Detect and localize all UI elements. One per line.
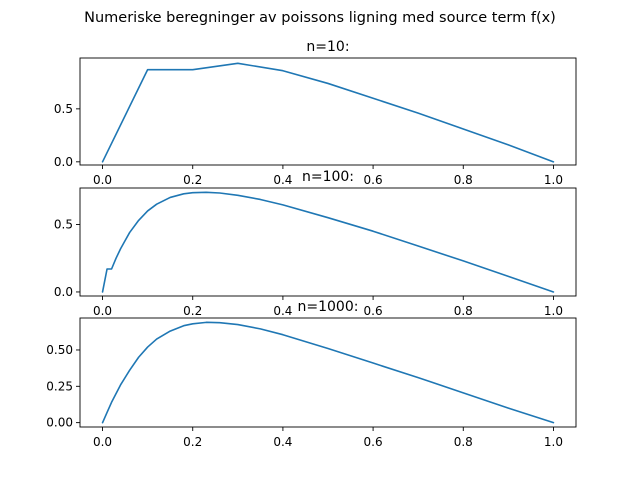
x-tick-label: 0.8 xyxy=(454,173,473,187)
x-tick-label: 0.2 xyxy=(183,173,202,187)
subplot-1: 0.0 0.2 0.4 0.6 0.8 1.0 0.0 0.5 n=10: xyxy=(54,39,577,187)
x-tick-label: 1.0 xyxy=(544,173,563,187)
y-tick-label: 0.50 xyxy=(46,343,73,357)
series-line xyxy=(101,62,555,163)
x-tick-label: 0.0 xyxy=(93,435,112,449)
y-tick-label: 0.0 xyxy=(54,155,73,169)
axes-frame xyxy=(79,187,577,297)
series-line xyxy=(101,321,555,424)
x-tick-label: 0.4 xyxy=(273,435,292,449)
x-tick-label: 0.0 xyxy=(93,304,112,318)
subplot-title: n=1000: xyxy=(298,299,359,315)
x-tick-label: 0.4 xyxy=(273,304,292,318)
subplot-3: 0.0 0.2 0.4 0.6 0.8 1.0 0.00 0.25 0.50 n=1000: xyxy=(46,299,577,449)
x-tick-label: 0.0 xyxy=(93,173,112,187)
y-tick-label: 0.0 xyxy=(54,285,73,299)
x-tick-label: 0.8 xyxy=(454,435,473,449)
x-tick-label: 0.2 xyxy=(183,304,202,318)
y-tick-label: 0.5 xyxy=(54,217,73,231)
x-tick-label: 0.6 xyxy=(364,435,383,449)
x-tick-label: 0.8 xyxy=(454,304,473,318)
x-tick-label: 0.2 xyxy=(183,435,202,449)
subplot-title: n=10: xyxy=(306,39,349,55)
axes-frame xyxy=(79,317,577,428)
x-tick-label: 0.6 xyxy=(364,173,383,187)
y-tick-label: 0.5 xyxy=(54,102,73,116)
axes-root: 0.0 0.2 0.4 0.6 0.8 1.00.00.5n=10:0.0 0.2 0.4 0.… xyxy=(46,39,577,449)
x-tick-label: 1.0 xyxy=(544,435,563,449)
x-tick-label: 0.6 xyxy=(364,304,383,318)
subplot-title: n=100: xyxy=(302,169,354,185)
x-tick-label: 0.4 xyxy=(273,173,292,187)
y-tick-label: 0.00 xyxy=(46,416,73,430)
axes-frame xyxy=(79,57,577,166)
x-tick-label: 1.0 xyxy=(544,304,563,318)
figure-suptitle: Numeriske beregninger av poissons lignin… xyxy=(84,10,556,26)
y-tick-label: 0.25 xyxy=(46,379,73,393)
subplot-2: 0.0 0.2 0.4 0.6 0.8 1.0 0.0 0.5 n=100: xyxy=(54,169,577,318)
series-line xyxy=(101,191,555,293)
